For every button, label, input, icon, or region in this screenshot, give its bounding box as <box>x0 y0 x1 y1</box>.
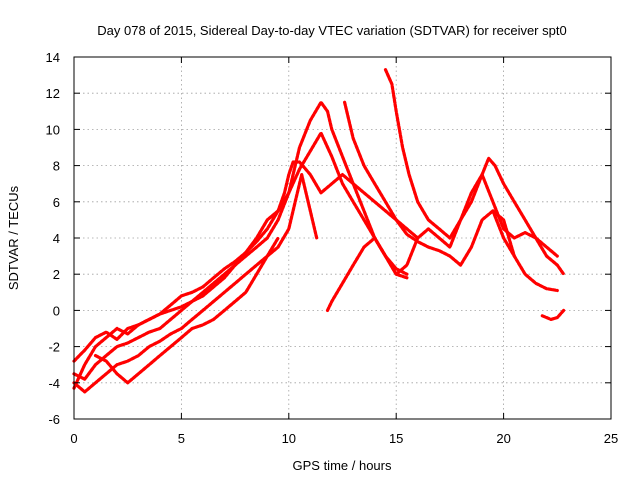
y-tick-label: 2 <box>53 267 60 282</box>
y-tick-label: -2 <box>48 340 60 355</box>
grid <box>74 57 611 419</box>
series-arc-2 <box>72 131 409 363</box>
series-arc-3 <box>72 100 409 381</box>
y-tick-label: -6 <box>48 412 60 427</box>
series-arc-4 <box>72 173 319 394</box>
series-arc-1 <box>72 160 420 390</box>
plot-frame <box>73 56 612 420</box>
series-arc-7 <box>383 68 566 276</box>
x-tick-label: 10 <box>282 431 296 446</box>
y-tick-label: 6 <box>53 195 60 210</box>
y-tick-label: 8 <box>53 159 60 174</box>
y-tick-label: 10 <box>46 122 60 137</box>
y-tick-label: 14 <box>46 50 60 65</box>
data-series <box>72 68 566 394</box>
x-axis-label: GPS time / hours <box>293 458 392 473</box>
chart-title: Day 078 of 2015, Sidereal Day-to-day VTE… <box>97 23 566 38</box>
series-arc-8 <box>325 173 559 312</box>
y-tick-label: -4 <box>48 376 60 391</box>
x-tick-label: 20 <box>496 431 510 446</box>
x-tick-label: 5 <box>178 431 185 446</box>
series-arc-10 <box>540 308 566 321</box>
x-tick-label: 15 <box>389 431 403 446</box>
x-tick-label: 25 <box>604 431 618 446</box>
y-tick-label: 12 <box>46 86 60 101</box>
series-arc-5 <box>93 236 280 385</box>
series-arc-9 <box>491 209 559 293</box>
y-axis-label: SDTVAR / TECUs <box>6 185 21 290</box>
y-tick-label: 0 <box>53 303 60 318</box>
series-arc-6 <box>343 100 516 267</box>
axis-ticks: 0 5 10 15 20 25 -6 -4 -2 0 2 4 6 8 10 12 14 <box>46 50 619 446</box>
x-tick-label: 0 <box>70 431 77 446</box>
y-tick-label: 4 <box>53 231 60 246</box>
